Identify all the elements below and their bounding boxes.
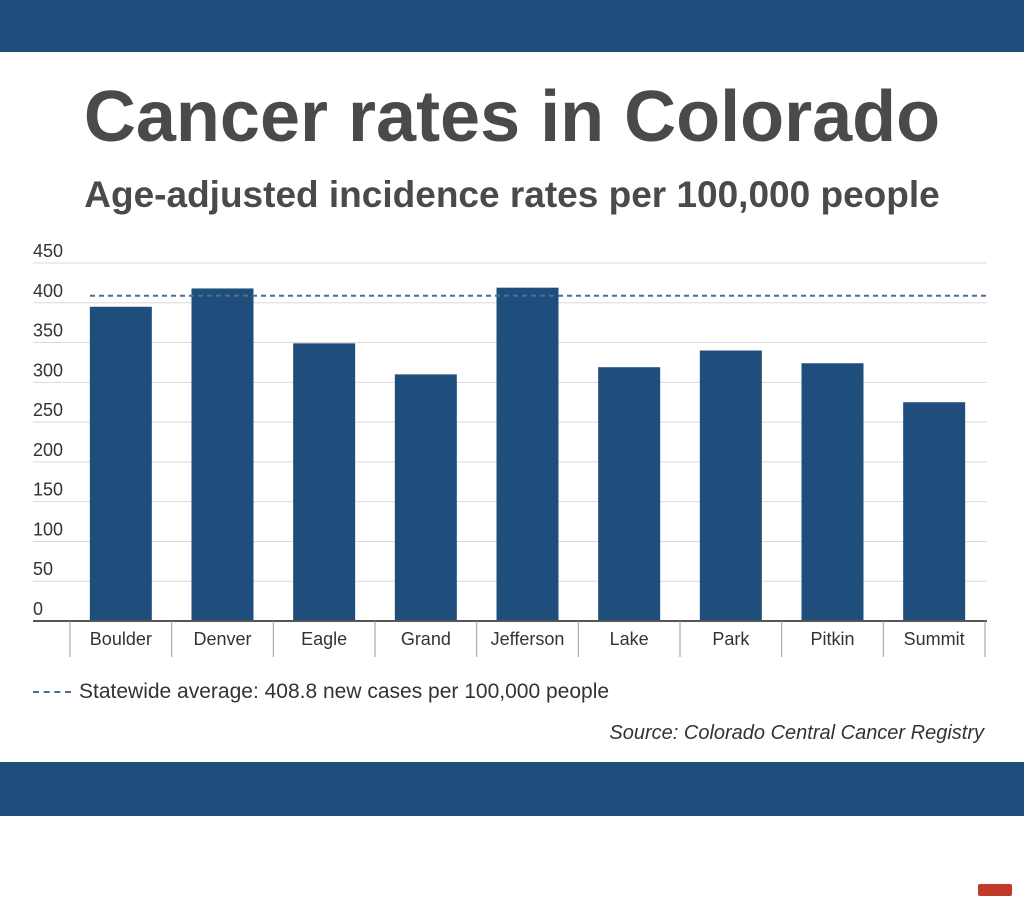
x-tick-label: Grand bbox=[401, 629, 451, 649]
bar-pitkin bbox=[801, 363, 864, 621]
x-tick-label: Denver bbox=[193, 629, 251, 649]
x-tick-label: Park bbox=[712, 629, 750, 649]
legend: Statewide average: 408.8 new cases per 1… bbox=[33, 676, 609, 708]
dashed-line-icon bbox=[33, 691, 71, 693]
y-tick-label: 100 bbox=[33, 519, 63, 539]
y-tick-label: 0 bbox=[33, 599, 43, 619]
y-tick-label: 200 bbox=[33, 440, 63, 460]
bar-eagle bbox=[293, 343, 356, 621]
chart-title: Cancer rates in Colorado bbox=[83, 77, 941, 157]
y-tick-label: 400 bbox=[33, 281, 63, 301]
bars bbox=[89, 287, 966, 621]
x-tick-label: Jefferson bbox=[491, 629, 565, 649]
brand-logo-icon bbox=[978, 884, 1012, 896]
x-tick-label: Boulder bbox=[90, 629, 152, 649]
legend-label: Statewide average: 408.8 new cases per 1… bbox=[79, 680, 610, 703]
y-tick-label: 150 bbox=[33, 480, 63, 500]
x-tick-label: Eagle bbox=[301, 629, 347, 649]
y-tick-label: 300 bbox=[33, 360, 63, 380]
bar-jefferson bbox=[496, 287, 559, 621]
bar-summit bbox=[903, 402, 966, 621]
y-tick-label: 50 bbox=[33, 559, 53, 579]
bar-boulder bbox=[89, 306, 152, 621]
chart-subtitle: Age-adjusted incidence rates per 100,000… bbox=[84, 174, 940, 215]
bar-park bbox=[699, 350, 762, 621]
x-tick-label: Lake bbox=[610, 629, 649, 649]
x-tick-label: Summit bbox=[904, 629, 965, 649]
bar-lake bbox=[598, 367, 661, 621]
y-tick-label: 250 bbox=[33, 400, 63, 420]
source-note: Source: Colorado Central Cancer Registry bbox=[609, 722, 984, 744]
y-axis-tick-labels: 0 50 100 150 200 250 300 350 400 450 bbox=[33, 241, 63, 619]
y-tick-label: 450 bbox=[33, 241, 63, 261]
x-axis: Boulder Denver Eagle Grand Jefferson Lake Park… bbox=[33, 620, 987, 657]
bar-grand bbox=[394, 374, 457, 621]
y-tick-label: 350 bbox=[33, 321, 63, 341]
top-banner bbox=[0, 0, 1024, 52]
bar-denver bbox=[191, 288, 254, 621]
bottom-banner bbox=[0, 762, 1024, 816]
x-tick-label: Pitkin bbox=[810, 629, 854, 649]
bar-chart: 0 50 100 150 200 250 300 350 400 450 Boulder Denve… bbox=[33, 241, 987, 657]
